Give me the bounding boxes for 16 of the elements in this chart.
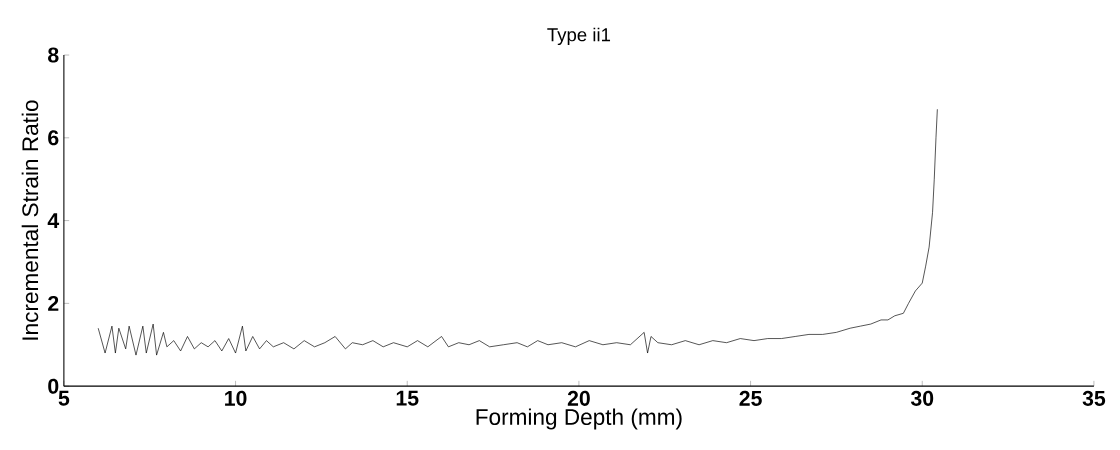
y-axis-title: Incremental Strain Ratio bbox=[21, 100, 39, 340]
x-tick-label: 20 bbox=[567, 390, 590, 406]
y-tick-label: 6 bbox=[48, 130, 59, 146]
y-tick-label: 2 bbox=[48, 295, 59, 311]
x-tick-label: 35 bbox=[1082, 390, 1106, 406]
x-tick-label: 25 bbox=[739, 390, 762, 406]
x-axis-title: Forming Depth (mm) bbox=[476, 408, 682, 430]
y-tick-label: 8 bbox=[48, 47, 59, 63]
x-tick-label: 30 bbox=[910, 390, 934, 406]
y-tick-label: 4 bbox=[47, 213, 60, 228]
x-tick-label: 15 bbox=[396, 390, 419, 406]
x-tick-label: 5 bbox=[58, 390, 70, 406]
x-tick-label: 10 bbox=[225, 390, 247, 406]
y-tick-label: 0 bbox=[48, 378, 59, 394]
line-series bbox=[97, 108, 938, 356]
chart-title: Type ii1 bbox=[547, 27, 611, 45]
